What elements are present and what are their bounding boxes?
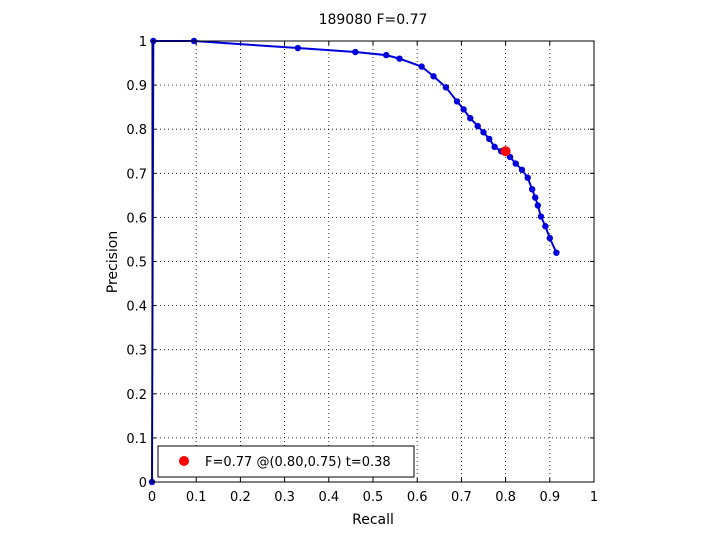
pr-curve-point (418, 63, 425, 70)
pr-curve-point (546, 234, 553, 242)
legend-marker (179, 456, 189, 466)
pr-curve-point (506, 153, 514, 161)
legend: F=0.77 @(0.80,0.75) t=0.38 (157, 445, 415, 478)
pr-curve-point (480, 129, 487, 136)
grid (152, 41, 594, 482)
pr-curve-point (396, 55, 403, 62)
pr-curve-point (491, 143, 498, 151)
y-tick-label: 0.3 (126, 344, 147, 359)
x-tick-label: 0.8 (495, 490, 516, 505)
pr-curve-point (474, 122, 481, 130)
pr-curve-point (518, 166, 526, 173)
y-tick-label: 0.8 (126, 123, 147, 138)
best-f-point (500, 146, 511, 157)
x-axis-label: Recall (352, 512, 394, 528)
x-tick-label: 0.4 (318, 490, 339, 505)
pr-curve-point (430, 73, 437, 80)
y-tick-label: 0.2 (126, 388, 147, 403)
plot-frame (151, 40, 595, 483)
y-axis-label: Precision (105, 231, 121, 293)
legend-text: F=0.77 @(0.80,0.75) t=0.38 (205, 455, 391, 470)
pr-curve-point (460, 106, 467, 113)
x-tick-label: 0.2 (230, 490, 251, 505)
pr-curve-point (537, 213, 545, 220)
chart-title: 189080 F=0.77 (319, 12, 428, 28)
pr-curve-point (467, 114, 474, 122)
y-tick-label: 0.9 (126, 79, 147, 94)
y-tick-label: 0.7 (126, 167, 147, 182)
y-tick-label: 0.1 (126, 432, 147, 447)
pr-curve-point (383, 51, 390, 59)
y-tick-label: 1 (139, 35, 147, 50)
x-tick-label: 0.9 (539, 490, 560, 505)
pr-curve-point (532, 194, 539, 201)
pr-curve-point (534, 202, 542, 209)
y-tick-label: 0.4 (126, 300, 147, 315)
pr-curve-point (294, 44, 302, 52)
x-tick-label: 0 (148, 490, 156, 505)
legend-box (157, 445, 415, 478)
pr-curve-point (524, 174, 531, 181)
x-tick-label: 0.3 (274, 490, 295, 505)
pr-curve-point (453, 98, 461, 105)
x-tick-label: 1 (590, 490, 598, 505)
series-group (148, 37, 560, 486)
axis-ticks: 0 0.1 0.2 0.3 0.4 0.5 0.6 0.7 0.8 0.9 1 0 0.1 0.2 0.3 0… (126, 35, 598, 505)
x-tick-label: 0.6 (407, 490, 428, 505)
x-tick-label: 0.5 (363, 490, 384, 505)
x-tick-label: 0.7 (451, 490, 472, 505)
y-tick-label: 0.5 (126, 256, 147, 271)
y-tick-label: 0.6 (126, 211, 147, 226)
pr-curve-point (528, 185, 536, 193)
x-tick-label: 0.1 (186, 490, 207, 505)
pr-curve-point (442, 84, 450, 91)
pr-curve-point (352, 48, 359, 56)
pr-curve-point (486, 135, 493, 143)
pr-curve-point (512, 160, 519, 167)
y-tick-label: 0 (139, 476, 147, 491)
pr-curve-point (553, 249, 560, 256)
pr-curve-point (542, 223, 549, 230)
